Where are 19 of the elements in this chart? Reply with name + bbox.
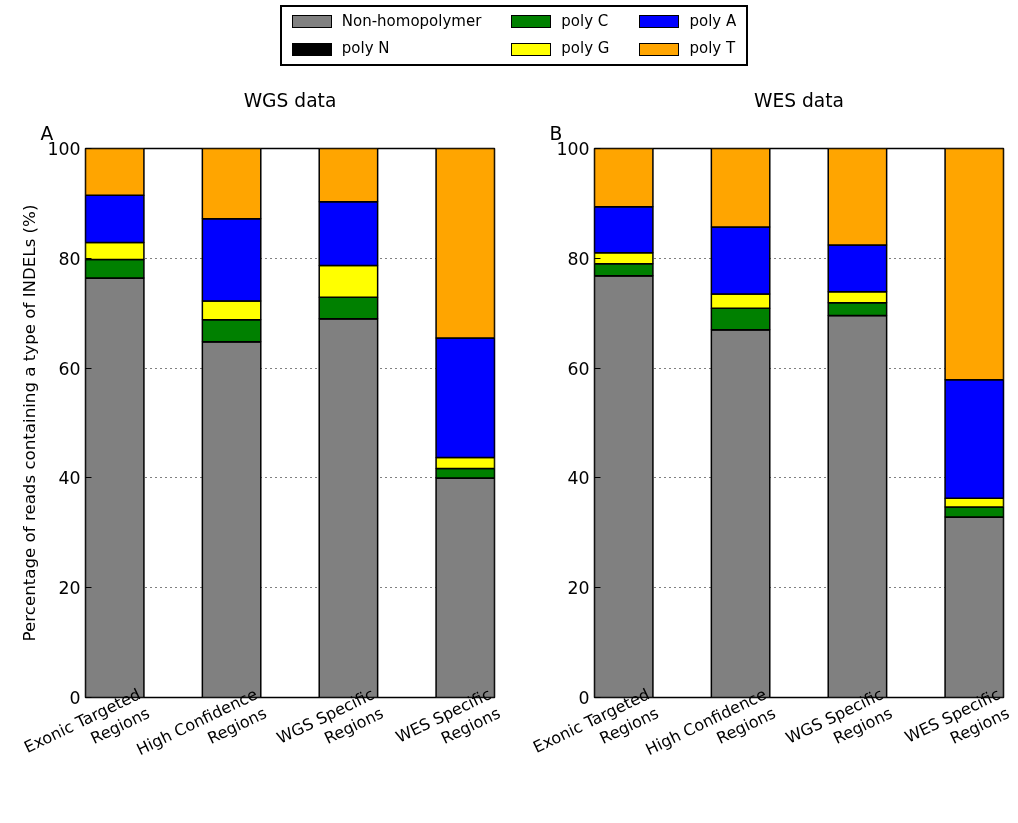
y-tick-label: 40 — [58, 468, 81, 489]
legend-label: poly N — [341, 38, 390, 60]
y-tick-label: 40 — [567, 468, 590, 489]
y-tick-label: 100 — [47, 139, 81, 159]
legend-label: poly A — [689, 11, 737, 32]
y-tick-label: 80 — [567, 248, 590, 269]
legend-label: poly G — [561, 38, 610, 60]
y-tick-label: 60 — [567, 358, 590, 379]
legend-label: poly T — [689, 38, 736, 60]
y-tick-label: 100 — [556, 139, 590, 159]
y-tick-label: 20 — [567, 578, 590, 599]
legend-label: poly C — [561, 11, 609, 32]
y-axis-title: Percentage of reads containing a type of INDELs (%) — [20, 204, 40, 642]
chart-title: WES data — [753, 89, 845, 111]
y-tick-label: 20 — [58, 578, 81, 599]
y-tick-label: 80 — [58, 248, 81, 269]
legend-label: Non-homopolymer — [341, 11, 482, 32]
y-tick-label: 60 — [58, 358, 81, 379]
chart-title: WGS data — [243, 89, 337, 111]
